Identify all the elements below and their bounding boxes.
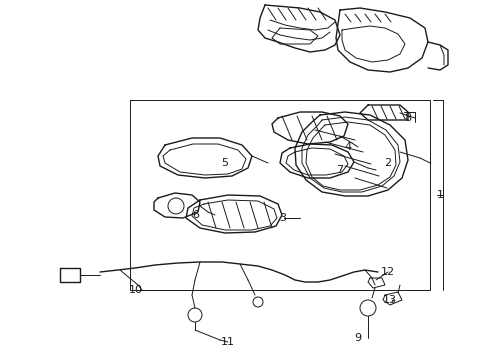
Text: 4: 4 xyxy=(344,142,351,152)
Text: 12: 12 xyxy=(381,267,395,277)
Text: 10: 10 xyxy=(129,285,143,295)
Text: 8: 8 xyxy=(404,113,412,123)
Text: 1: 1 xyxy=(437,190,443,200)
Text: 11: 11 xyxy=(221,337,235,347)
Text: 3: 3 xyxy=(279,213,287,223)
Text: 6: 6 xyxy=(193,210,199,220)
Text: 13: 13 xyxy=(383,295,397,305)
Text: 2: 2 xyxy=(385,158,392,168)
Text: 7: 7 xyxy=(337,165,343,175)
Text: 9: 9 xyxy=(354,333,362,343)
Text: 5: 5 xyxy=(221,158,228,168)
